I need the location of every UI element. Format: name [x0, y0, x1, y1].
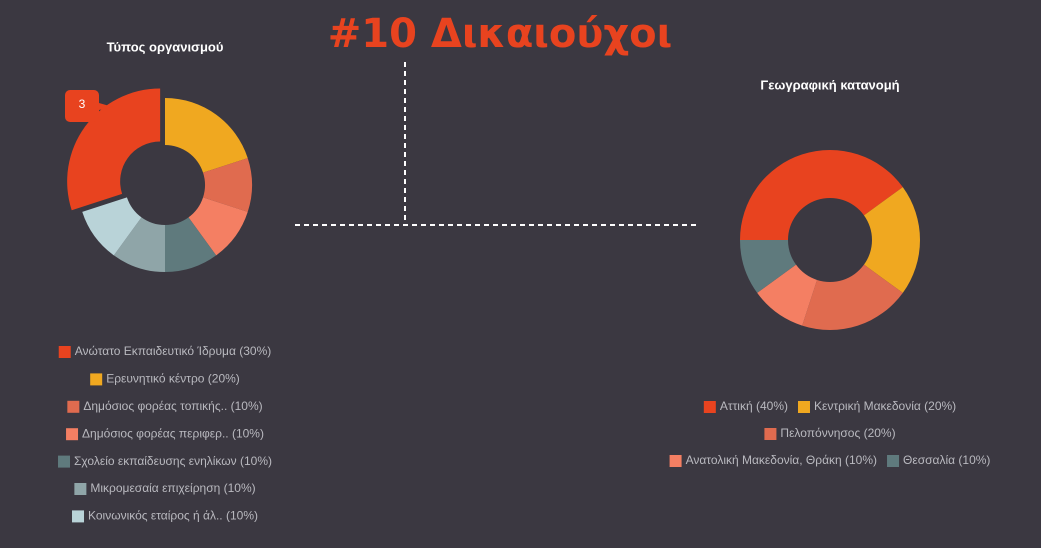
legend-row: Ερευνητικό κέντρο (20%): [90, 372, 240, 386]
legend-swatch: [58, 455, 71, 468]
slice: [802, 264, 903, 331]
slice: [188, 197, 248, 256]
legend-label: Κοινωνικός εταίρος ή άλ.. (10%): [88, 509, 258, 523]
legend-swatch: [887, 455, 900, 467]
slice: [165, 98, 248, 173]
legend-label: Ερευνητικό κέντρο (20%): [106, 372, 240, 386]
legend-row: Δημόσιος φορέας περιφερ.. (10%): [66, 426, 264, 440]
legend-swatch: [67, 400, 80, 413]
slice: [757, 264, 818, 326]
legend-swatch: [669, 455, 682, 467]
chart-title: Τύπος οργανισμού: [107, 39, 224, 54]
legend-row: Δημόσιος φορέας τοπικής.. (10%): [67, 399, 263, 413]
legend-row: Ανώτατο Εκπαιδευτικό Ίδρυμα (30%): [58, 344, 272, 358]
legend-row: Πελοπόννησος (20%): [764, 426, 896, 440]
legend-swatch: [703, 401, 716, 413]
legend-swatch: [90, 373, 103, 386]
slice: [740, 240, 797, 293]
legend-label: Θεσσαλία (10%): [903, 453, 990, 467]
legend-row: Μικρομεσαία επιχείρηση (10%): [74, 481, 256, 495]
legend-label: Δημόσιος φορέας περιφερ.. (10%): [82, 426, 264, 440]
legend-swatch: [58, 346, 71, 358]
tooltip-box: [65, 90, 113, 122]
legend-label: Μικρομεσαία επιχείρηση (10%): [90, 481, 255, 495]
legend-row: Σχολείο εκπαίδευσης ενηλίκων (10%): [58, 454, 272, 468]
legend-row: Κοινωνικός εταίρος ή άλ.. (10%): [72, 509, 258, 523]
legend-row: Ανατολική Μακεδονία, Θράκη (10%) Θεσσαλία…: [669, 453, 990, 467]
page-title: #10 Δικαιούχοι: [328, 11, 673, 57]
legend-label: Ανώτατο Εκπαιδευτικό Ίδρυμα (30%): [75, 344, 272, 358]
slice: [82, 197, 142, 256]
chart-title: Γεωγραφική κατανομή: [760, 77, 899, 92]
slice: [113, 217, 165, 272]
legend-swatch: [72, 510, 85, 523]
legend-label: Κεντρική Μακεδονία (20%): [814, 399, 956, 413]
legend-label: Σχολείο εκπαίδευσης ενηλίκων (10%): [74, 454, 272, 468]
slice: [67, 88, 161, 211]
slice: [740, 149, 903, 240]
slice: [863, 187, 920, 293]
legend-swatch: [74, 483, 87, 495]
legend-swatch: [66, 428, 79, 441]
legend-label: Αττική (40%): [720, 399, 788, 413]
legend-label: Δημόσιος φορέας τοπικής.. (10%): [83, 399, 262, 413]
legend-label: Πελοπόννησος (20%): [780, 426, 895, 440]
slice: [203, 158, 252, 212]
legend-swatch: [797, 401, 810, 413]
legend-swatch: [764, 428, 777, 440]
legend-row: Αττική (40%) Κεντρική Μακεδονία (20%): [703, 399, 956, 413]
legend-label: Ανατολική Μακεδονία, Θράκη (10%): [686, 453, 877, 467]
tooltip-text: 3: [79, 97, 86, 111]
slice: [165, 217, 217, 272]
